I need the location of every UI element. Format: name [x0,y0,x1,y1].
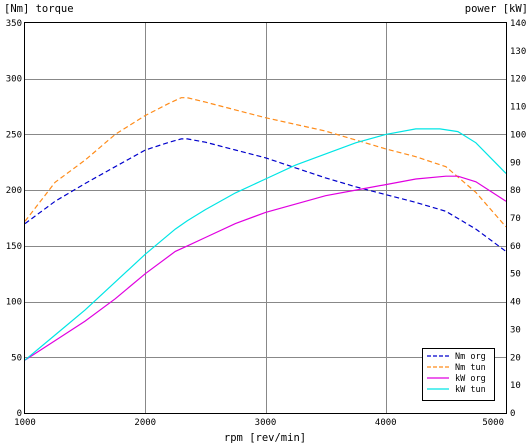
x-tick-label: 5000 [482,418,504,428]
tick-labels: 1000 2000 3000 4000 500005010015020025030035… [6,19,527,428]
x-tick-label: 4000 [375,418,397,428]
right-y-tick-label: 120 [510,75,526,85]
legend-box [422,348,495,401]
right-y-tick-label: 10 [510,381,521,391]
right-y-tick-label: 130 [510,47,526,57]
legend-label: kW tun [455,385,486,395]
left-y-tick-label: 0 [17,409,22,419]
series-line-nm-tun [24,97,507,228]
grid [25,23,506,413]
right-y-tick-label: 80 [510,186,521,196]
left-y-tick-label: 250 [6,130,22,140]
left-y-tick-label: 300 [6,75,22,85]
left-y-tick-label: 100 [6,298,22,308]
right-y-tick-label: 70 [510,214,521,224]
right-y-tick-label: 60 [510,242,521,252]
x-tick-label: 2000 [134,418,156,428]
legend-label: kW org [455,374,486,384]
right-y-tick-label: 140 [510,19,526,29]
left-y-tick-label: 200 [6,186,22,196]
left-y-tick-label: 50 [11,353,22,363]
right-y-tick-label: 110 [510,103,526,113]
plot-frame [24,22,507,414]
legend-label: Nm tun [455,363,486,373]
right-y-tick-label: 100 [510,130,526,140]
x-axis-title: rpm [rev/min] [224,432,306,444]
left-y-tick-label: 350 [6,19,22,29]
right-y-tick-label: 40 [510,298,521,308]
right-axis-title: power [kW] [465,3,528,15]
series-line-nm-org [24,138,507,252]
right-y-tick-label: 50 [510,270,521,280]
series-group [24,97,507,361]
right-y-tick-label: 0 [510,409,515,419]
right-y-tick-label: 30 [510,325,521,335]
left-axis-title: [Nm] torque [4,3,74,15]
x-tick-label: 1000 [14,418,36,428]
x-tick-label: 3000 [255,418,277,428]
series-line-kw-tun [24,128,507,361]
legend-label: Nm org [455,352,486,362]
right-y-tick-label: 20 [510,353,521,363]
series-line-kw-org [24,175,507,361]
right-y-tick-label: 90 [510,158,521,168]
left-y-tick-label: 150 [6,242,22,252]
